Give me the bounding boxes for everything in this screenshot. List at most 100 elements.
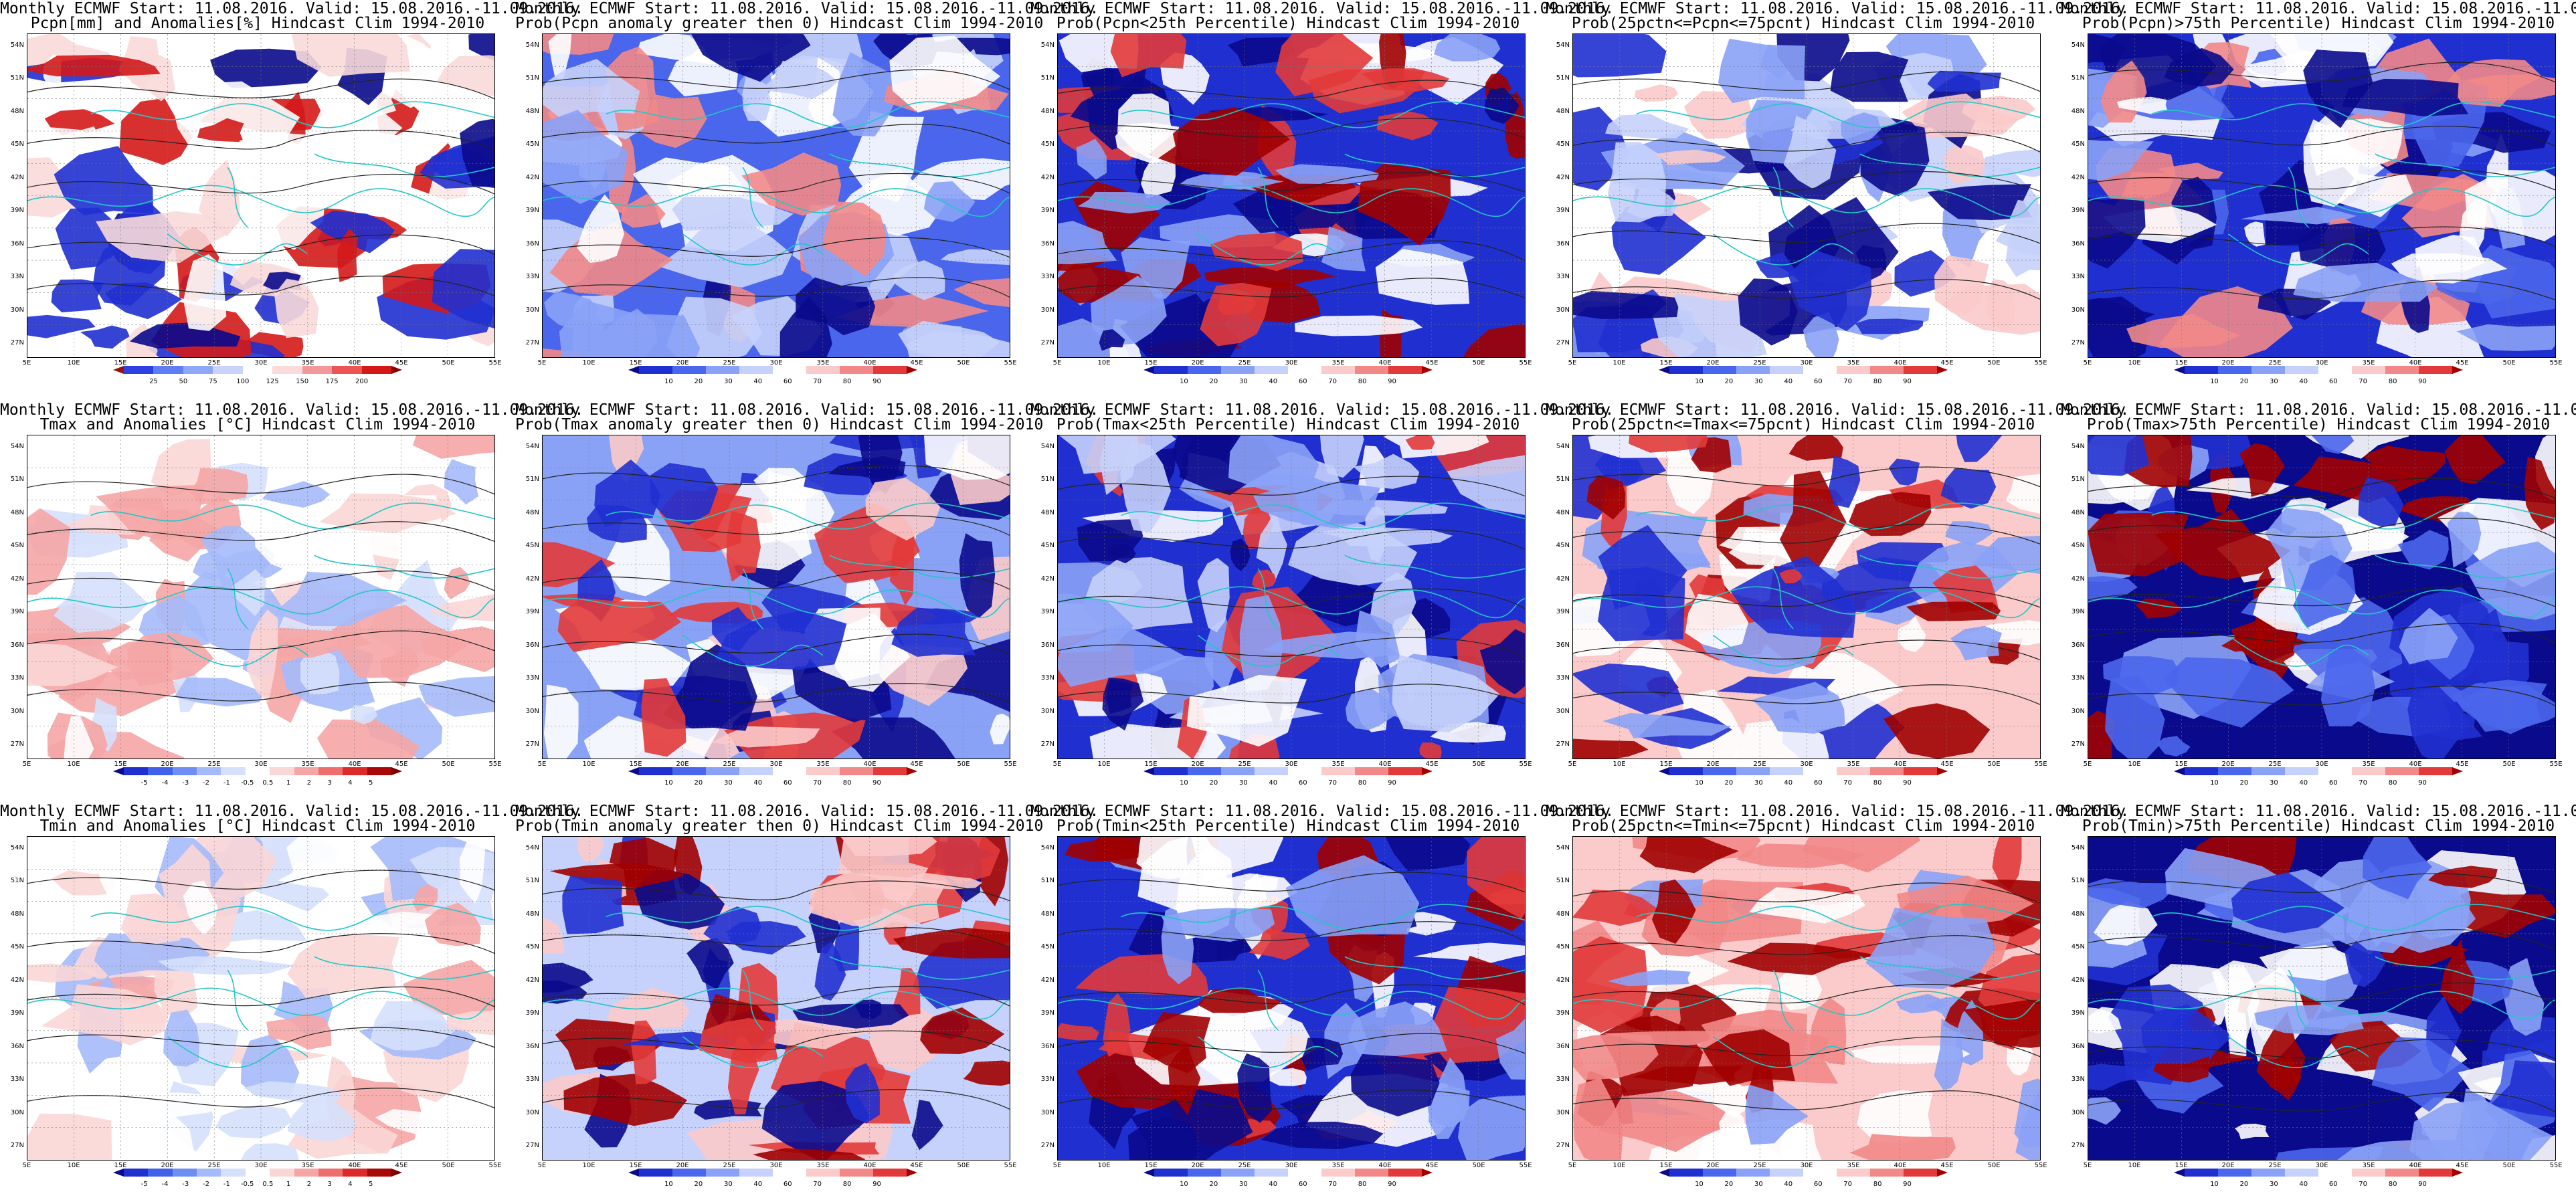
colorbar-tick-label: 10: [1180, 1181, 1188, 1188]
colorbar: [1659, 767, 1948, 775]
colorbar-segment: [221, 767, 246, 775]
colorbar-lower-arrow: [628, 767, 639, 775]
longitude-label: 55E: [1004, 761, 1017, 768]
colorbar-segment: [2251, 366, 2286, 374]
longitude-label: 30E: [254, 761, 268, 768]
map-panel: Monthly ECMWF Start: 11.08.2016. Valid: …: [2061, 0, 2576, 401]
colorbar-segment: [1770, 366, 1804, 374]
longitude-label: 35E: [1847, 359, 1860, 367]
colorbar-tick-label: 90: [872, 378, 881, 385]
longitude-label: 45E: [2456, 761, 2469, 768]
colorbar-segment: [706, 767, 740, 775]
colorbar-segment: [1870, 767, 1904, 775]
latitude-label: 30N: [525, 1108, 539, 1116]
longitude-label: 50E: [442, 359, 455, 367]
longitude-label: 10E: [1613, 761, 1626, 768]
longitude-label: 50E: [442, 1162, 455, 1169]
colorbar-segment: [2352, 366, 2386, 374]
longitude-label: 50E: [1472, 761, 1485, 768]
map-field: [2088, 435, 2555, 759]
latitude-label: 45N: [1040, 943, 1054, 951]
latitude-label: 45N: [1556, 140, 1570, 148]
colorbar-tick-label: 80: [2388, 1181, 2397, 1188]
latitude-label: 30N: [2071, 306, 2085, 314]
map-panel: Monthly ECMWF Start: 11.08.2016. Valid: …: [0, 0, 583, 401]
latitude-label: 51N: [525, 74, 539, 82]
longitude-label: 15E: [629, 359, 642, 367]
colorbar: [113, 1169, 402, 1177]
colorbar-tick-label: 20: [2239, 1181, 2249, 1188]
colorbar: [2174, 1169, 2463, 1177]
latitude-label: 39N: [10, 207, 24, 215]
colorbar-segment: [739, 366, 773, 374]
longitude-label: 35E: [1847, 1162, 1860, 1169]
longitude-label: 40E: [348, 761, 361, 768]
latitude-label: 45N: [1040, 140, 1054, 148]
map-field: [1058, 837, 1525, 1160]
colorbar-tick-label: 80: [1358, 1181, 1367, 1188]
map-plot-area: [27, 435, 495, 759]
latitude-label: 54N: [2071, 443, 2085, 450]
colorbar-tick-label: 90: [872, 779, 881, 787]
colorbar-tick-label: 10: [2210, 378, 2219, 385]
colorbar-segment: [183, 366, 213, 374]
colorbar-segment: [1904, 1169, 1938, 1177]
longitude-label: 20E: [1706, 1162, 1720, 1169]
colorbar-segment: [1288, 1169, 1322, 1177]
latitude-label: 48N: [10, 910, 24, 918]
longitude-label: 10E: [582, 1162, 595, 1169]
colorbar-tick-label: 20: [694, 779, 703, 787]
colorbar-tick-label: 25: [149, 378, 158, 385]
colorbar-tick-label: 150: [296, 378, 309, 385]
longitude-label: 55E: [1519, 1162, 1532, 1169]
longitude-label: 55E: [2034, 359, 2047, 367]
longitude-label: 55E: [488, 1162, 502, 1169]
colorbar-tick-label: 4: [348, 1181, 353, 1188]
colorbar-segment: [1221, 1169, 1255, 1177]
colorbar-segment: [2352, 1169, 2386, 1177]
panel-title-line1: Monthly ECMWF Start: 11.08.2016. Valid: …: [1030, 0, 1615, 17]
longitude-label: 40E: [1894, 359, 1907, 367]
map-field: [543, 435, 1010, 759]
map-field: [2088, 34, 2555, 357]
colorbar-segment: [1321, 366, 1356, 374]
colorbar-segment: [2385, 767, 2419, 775]
colorbar-tick-label: 40: [1784, 378, 1793, 385]
colorbar-tick-label: 90: [1388, 779, 1396, 787]
longitude-label: 15E: [114, 1162, 127, 1169]
longitude-label: 45E: [910, 359, 923, 367]
colorbar-tick-label: 90: [2418, 1181, 2427, 1188]
colorbar-tick-label: 4: [348, 779, 353, 787]
colorbar-tick-label: 0.5: [262, 779, 274, 787]
colorbar-segment: [197, 1169, 221, 1177]
colorbar-tick-label: 3: [327, 1181, 332, 1188]
panel-title-line2: Prob(Tmax<25th Percentile) Hindcast Clim…: [1056, 416, 1520, 433]
colorbar-segment: [1388, 767, 1422, 775]
longitude-label: 15E: [1144, 761, 1158, 768]
colorbar-segment: [153, 366, 184, 374]
map-plot-area: [1572, 435, 2041, 759]
longitude-label: 35E: [1331, 761, 1345, 768]
longitude-label: 45E: [910, 1162, 923, 1169]
map-panel: Monthly ECMWF Start: 11.08.2016. Valid: …: [2061, 401, 2576, 803]
colorbar-segment: [172, 1169, 197, 1177]
colorbar-segment: [1321, 1169, 1356, 1177]
latitude-label: 30N: [10, 707, 24, 715]
colorbar-tick-label: 80: [1358, 779, 1367, 787]
longitude-label: 10E: [2128, 761, 2141, 768]
panel-title-line1: Monthly ECMWF Start: 11.08.2016. Valid: …: [1030, 803, 1615, 820]
colorbar-segment: [272, 366, 303, 374]
latitude-label: 33N: [1040, 674, 1054, 682]
latitude-label: 39N: [2071, 1009, 2085, 1017]
latitude-label: 54N: [525, 443, 539, 450]
map-field: [27, 837, 494, 1160]
latitude-label: 27N: [2071, 1142, 2085, 1149]
longitude-label: 10E: [582, 359, 595, 367]
latitude-label: 39N: [2071, 608, 2085, 616]
colorbar-segment: [2218, 366, 2252, 374]
latitude-label: 48N: [2071, 910, 2085, 918]
map-field: [27, 435, 494, 759]
map-panel: Monthly ECMWF Start: 11.08.2016. Valid: …: [515, 401, 1099, 803]
latitude-label: 39N: [1040, 207, 1054, 215]
longitude-label: 20E: [1706, 359, 1720, 367]
